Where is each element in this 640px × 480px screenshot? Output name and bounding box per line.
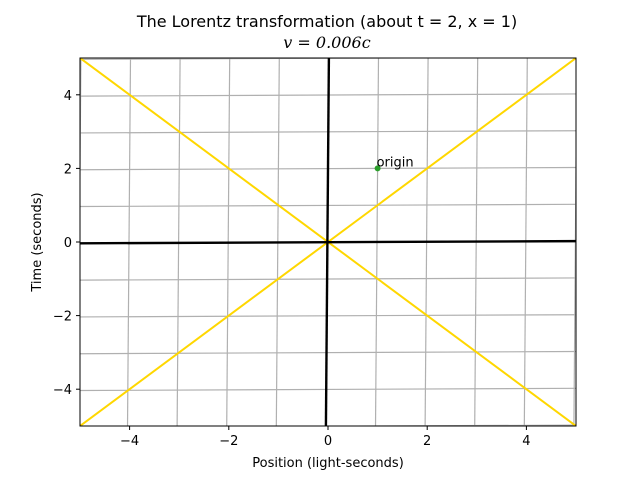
annotations: origin: [374, 155, 414, 172]
origin-marker: [374, 165, 381, 172]
x-tick-label-3: 2: [423, 434, 431, 449]
origin-label: origin: [377, 155, 414, 170]
y-tick-label-2: 0: [64, 236, 72, 251]
x-tick-label-1: −2: [219, 434, 238, 449]
position-axis-line: [80, 239, 576, 245]
chart-subtitle: v = 0.006c: [283, 33, 370, 52]
x-tick-label-4: 4: [522, 434, 530, 449]
ticks: −4 −2 0 2 4 −4 −2 0 2 4: [53, 89, 531, 449]
y-tick-label-4: 4: [64, 89, 72, 104]
chart-title: The Lorentz transformation (about t = 2,…: [136, 12, 517, 31]
x-tick-label-0: −4: [120, 434, 139, 449]
y-tick-label-0: −4: [53, 383, 72, 398]
y-axis-label: Time (seconds): [30, 192, 45, 292]
y-tick-label-3: 2: [64, 162, 72, 177]
x-axis-label: Position (light-seconds): [252, 456, 404, 471]
transformed-axes: [80, 58, 576, 426]
y-tick-label-1: −2: [53, 310, 72, 325]
x-tick-label-2: 0: [324, 434, 332, 449]
